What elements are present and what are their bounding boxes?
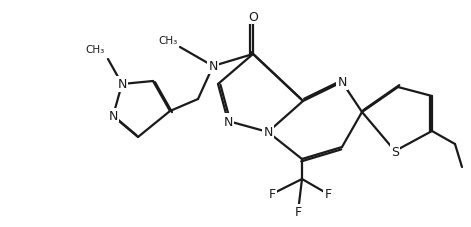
- Text: F: F: [268, 188, 276, 201]
- Text: N: N: [263, 126, 273, 139]
- Text: N: N: [117, 78, 127, 91]
- Text: F: F: [325, 188, 332, 201]
- Text: CH₃: CH₃: [86, 45, 105, 55]
- Text: F: F: [294, 206, 301, 219]
- Text: N: N: [108, 110, 118, 123]
- Text: CH₃: CH₃: [159, 36, 178, 46]
- Text: O: O: [248, 10, 258, 23]
- Text: N: N: [208, 60, 218, 73]
- Text: N: N: [337, 76, 347, 89]
- Text: N: N: [223, 115, 233, 128]
- Text: S: S: [391, 145, 399, 158]
